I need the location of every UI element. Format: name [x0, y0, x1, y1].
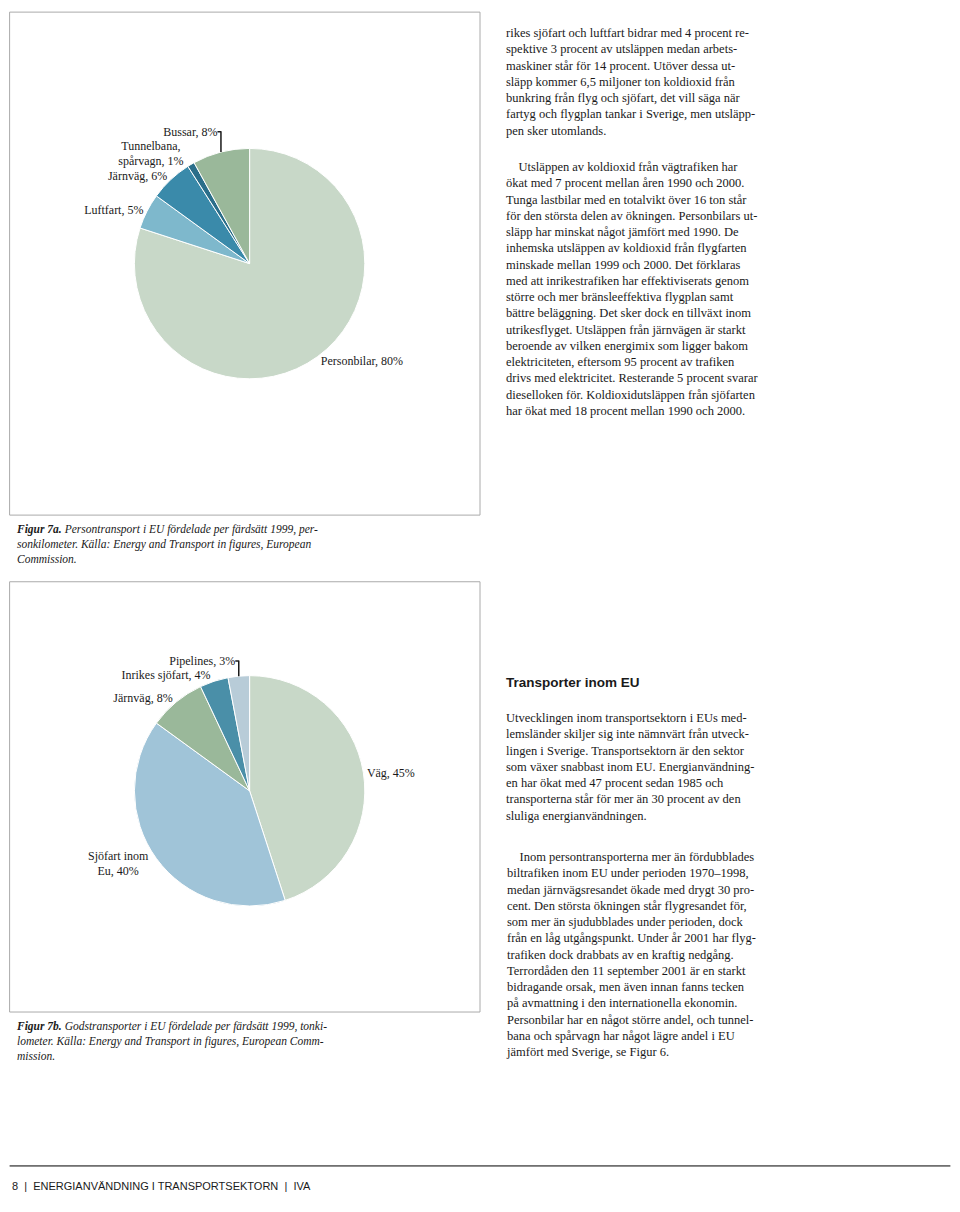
- svg-text:Järnväg, 6%: Järnväg, 6%: [108, 169, 167, 183]
- svg-text:Bussar, 8%: Bussar, 8%: [163, 125, 217, 139]
- svg-text:Inom persontransporterna mer ä: Inom persontransporterna mer än fördubbl…: [506, 850, 756, 1059]
- svg-text:Väg, 45%: Väg, 45%: [367, 766, 415, 780]
- svg-text:8 | ENERGIANVÄNDNING I TRANS: 8 | ENERGIANVÄNDNING I TRANSPORTSEKTORN …: [12, 1180, 311, 1192]
- svg-text:Utsläppen av koldioxid från vä: Utsläppen av koldioxid från vägtrafiken …: [506, 160, 758, 418]
- svg-text:Sjöfart inomEu, 40%: Sjöfart inomEu, 40%: [88, 849, 149, 879]
- svg-text:Personbilar, 80%: Personbilar, 80%: [321, 354, 403, 368]
- svg-text:Luftfart, 5%: Luftfart, 5%: [84, 203, 143, 217]
- svg-text:Järnväg, 8%: Järnväg, 8%: [113, 691, 172, 705]
- svg-text:Tunnelbana,spårvagn, 1%: Tunnelbana,spårvagn, 1%: [118, 139, 183, 169]
- svg-text:Utvecklingen inom transportsek: Utvecklingen inom transportsektorn i EUs…: [506, 711, 754, 823]
- svg-text:Figur 7a. Persontransport i EU: Figur 7a. Persontransport i EU fördelade…: [16, 523, 318, 565]
- svg-text:Figur 7b. Godstransporter i EU: Figur 7b. Godstransporter i EU fördelade…: [16, 1020, 327, 1062]
- svg-text:Transporter inom EU: Transporter inom EU: [506, 675, 640, 690]
- svg-text:Pipelines, 3%: Pipelines, 3%: [169, 654, 235, 668]
- svg-text:rikes sjöfart och luftfart bid: rikes sjöfart och luftfart bidrar med 4 …: [506, 26, 755, 138]
- svg-text:Inrikes sjöfart, 4%: Inrikes sjöfart, 4%: [122, 668, 211, 682]
